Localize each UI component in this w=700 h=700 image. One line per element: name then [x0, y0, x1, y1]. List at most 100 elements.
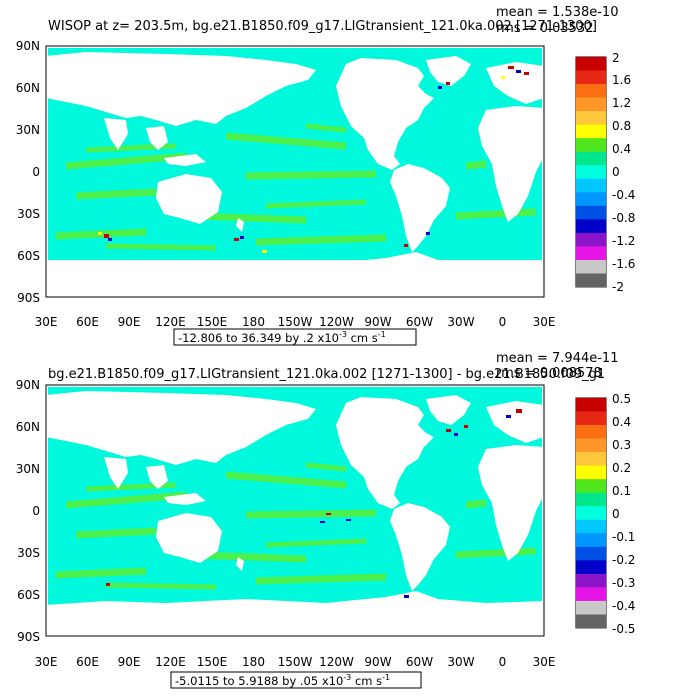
- range-text: -12.806 to 36.349 by .2 x10: [178, 331, 339, 345]
- mean-label: mean = 1.538e-10: [496, 5, 618, 20]
- lat-tick-label: 90N: [16, 378, 40, 392]
- colorbar-swatch: [576, 111, 606, 125]
- colorbar-swatch: [576, 124, 606, 139]
- lon-tick-label: 30E: [533, 315, 556, 329]
- colorbar-swatches: [576, 57, 606, 288]
- lon-tick-label: 90E: [118, 655, 141, 669]
- rms-label: rms = 0.008578: [496, 366, 602, 381]
- lon-tick-label: 120E: [155, 655, 186, 669]
- lat-tick-label: 30S: [17, 546, 40, 560]
- colorbar-swatch: [576, 479, 606, 494]
- colorbar-swatch: [576, 151, 606, 166]
- colorbar-swatch: [576, 506, 606, 521]
- colorbar-swatch: [576, 614, 606, 629]
- colorbar-swatch: [576, 84, 606, 98]
- colorbar-swatch: [576, 533, 606, 548]
- colorbar-swatch: [576, 411, 606, 426]
- range-units-exponent: -1: [382, 673, 390, 682]
- lon-tick-label: 30E: [35, 315, 58, 329]
- colorbar-swatches: [576, 398, 606, 629]
- colorbar-swatch: [576, 232, 606, 247]
- colorbar-label: 0.5: [612, 392, 631, 406]
- lon-tick-label: 60W: [406, 655, 433, 669]
- lon-tick-label: 150E: [197, 655, 228, 669]
- lon-axis-top: 30E 60E 90E 120E 150E 180 150W 120W 90W …: [35, 315, 556, 329]
- panel-top: WISOP at z= 203.5m, bg.e21.B1850.f09_g17…: [16, 5, 635, 346]
- mean-label: mean = 7.944e-11: [496, 351, 618, 366]
- lon-tick-label: 180: [242, 655, 265, 669]
- colorbar-swatch: [576, 600, 606, 615]
- lon-tick-label: 90E: [118, 315, 141, 329]
- lat-tick-label: 90S: [17, 291, 40, 305]
- colorbar-swatch: [576, 192, 606, 207]
- panel-title: WISOP at z= 203.5m, bg.e21.B1850.f09_g17…: [48, 19, 597, 34]
- lon-tick-label: 150W: [278, 655, 313, 669]
- lon-tick-label: 60E: [76, 315, 99, 329]
- lat-axis-top: 90N 60N 30N 0 30S 60S 90S: [16, 39, 40, 305]
- colorbar-swatch: [576, 205, 606, 220]
- colorbar-swatch: [576, 259, 606, 274]
- lat-tick-label: 0: [32, 504, 40, 518]
- colorbar-label: 0.4: [612, 142, 631, 156]
- svg-text:-12.806 to 36.349 by .2 x10-3: -12.806 to 36.349 by .2 x10-3 cm s-1: [178, 330, 386, 345]
- lon-tick-label: 120W: [319, 655, 354, 669]
- lat-tick-label: 60N: [16, 81, 40, 95]
- colorbar-label: -0.2: [612, 553, 635, 567]
- colorbar-swatch: [576, 70, 606, 85]
- colorbar-swatch: [576, 452, 606, 466]
- range-text: -5.0115 to 5.9188 by .05 x10: [175, 674, 343, 688]
- lon-tick-label: 30W: [447, 315, 474, 329]
- range-exponent: -3: [339, 330, 347, 339]
- colorbar-swatch: [576, 465, 606, 480]
- lon-tick-label: 150W: [278, 315, 313, 329]
- lon-tick-label: 60W: [406, 315, 433, 329]
- colorbar-swatch: [576, 519, 606, 534]
- lon-tick-label: 30W: [447, 655, 474, 669]
- colorbar-swatch: [576, 165, 606, 180]
- colorbar-label: -0.4: [612, 188, 635, 202]
- colorbar-swatch: [576, 246, 606, 261]
- lon-tick-label: 180: [242, 315, 265, 329]
- lon-tick-label: 0: [499, 655, 507, 669]
- colorbar-swatch: [576, 57, 606, 71]
- lat-tick-label: 60S: [17, 249, 40, 263]
- colorbar-label: 0: [612, 507, 620, 521]
- colorbar-label: -0.5: [612, 622, 635, 636]
- lon-tick-label: 60E: [76, 655, 99, 669]
- lat-tick-label: 30S: [17, 207, 40, 221]
- colorbar-label: -1.6: [612, 257, 635, 271]
- colorbar-swatch: [576, 178, 606, 193]
- colorbar-swatch: [576, 587, 606, 602]
- lon-tick-label: 90W: [364, 315, 391, 329]
- lon-tick-label: 120W: [319, 315, 354, 329]
- colorbar-swatch: [576, 97, 606, 112]
- rms-label: rms = 0.03532: [496, 21, 593, 36]
- range-exponent: -3: [343, 673, 351, 682]
- range-box-top: -12.806 to 36.349 by .2 x10-3 cm s-1: [173, 328, 417, 346]
- range-box-bottom: -5.0115 to 5.9188 by .05 x10-3 cm s-1: [170, 671, 422, 689]
- panel-title: bg.e21.B1850.f09_g17.LIGtransient_121.0k…: [48, 367, 605, 382]
- lon-tick-label: 30E: [533, 655, 556, 669]
- lon-tick-label: 150E: [197, 315, 228, 329]
- colorbar-swatch: [576, 219, 606, 234]
- lat-tick-label: 30N: [16, 123, 40, 137]
- colorbar-label: 0.4: [612, 415, 631, 429]
- colorbar-bottom: 0.5 0.4 0.3 0.2 0.1 0 -0.1 -0.2 -0.3 -0.…: [575, 392, 635, 636]
- lon-tick-label: 30E: [35, 655, 58, 669]
- lat-tick-label: 90S: [17, 630, 40, 644]
- colorbar-labels: 0.5 0.4 0.3 0.2 0.1 0 -0.1 -0.2 -0.3 -0.…: [612, 392, 635, 636]
- range-units: cm s: [351, 331, 378, 345]
- lat-tick-label: 60N: [16, 420, 40, 434]
- colorbar-swatch: [576, 398, 606, 412]
- lon-tick-label: 120E: [155, 315, 186, 329]
- colorbar-label: -0.4: [612, 599, 635, 613]
- colorbar-label: 0.2: [612, 461, 631, 475]
- colorbar-labels: 2 1.6 1.2 0.8 0.4 0 -0.4 -0.8 -1.2 -1.6 …: [612, 51, 635, 294]
- lat-tick-label: 60S: [17, 588, 40, 602]
- colorbar-label: 0.8: [612, 119, 631, 133]
- lon-axis-bottom: 30E 60E 90E 120E 150E 180 150W 120W 90W …: [35, 655, 556, 669]
- map-plot-area: [45, 45, 545, 298]
- lat-tick-label: 0: [32, 165, 40, 179]
- colorbar-label: -0.8: [612, 211, 635, 225]
- lat-axis-bottom: 90N 60N 30N 0 30S 60S 90S: [16, 378, 40, 644]
